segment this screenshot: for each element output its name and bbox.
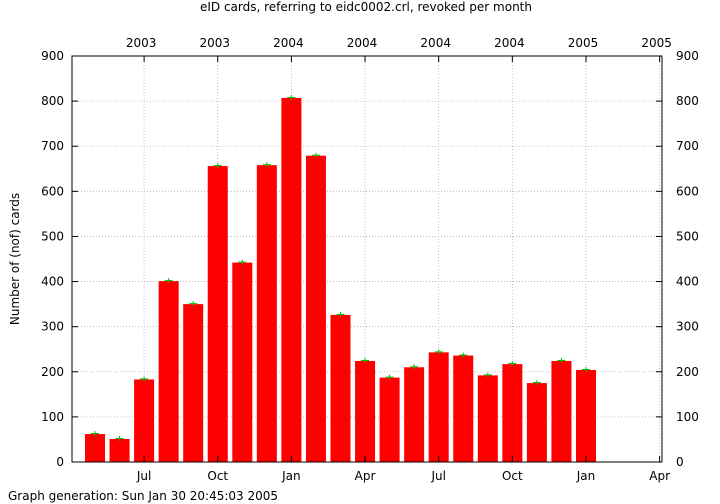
bar-2003-06	[109, 438, 130, 462]
y-tick-label-right: 200	[676, 365, 699, 379]
x-year-label: 2004	[494, 36, 525, 50]
bar-2003-08	[158, 281, 179, 462]
y-tick-label-right: 800	[676, 94, 699, 108]
y-tick-label-right: 500	[676, 229, 699, 243]
y-tick-label-left: 500	[41, 229, 64, 243]
y-tick-label-right: 0	[676, 455, 684, 469]
bar-2003-09	[183, 304, 204, 462]
bar-2004-07	[428, 352, 449, 462]
y-tick-label-right: 400	[676, 275, 699, 289]
y-tick-label-right: 100	[676, 410, 699, 424]
bar-2004-03	[330, 314, 351, 462]
y-tick-label-right: 900	[676, 49, 699, 63]
bar-2003-05	[85, 434, 105, 462]
bar-2004-02	[305, 155, 326, 462]
bar-2004-04	[355, 360, 376, 462]
x-month-label: Oct	[207, 469, 228, 483]
bars	[85, 97, 596, 462]
x-year-label: 2004	[347, 36, 378, 50]
y-tick-label-left: 400	[41, 275, 64, 289]
bar-2004-10	[502, 364, 523, 462]
x-year-label: 2005	[641, 36, 672, 50]
plot-frame	[71, 55, 663, 463]
y-tick-label-left: 200	[41, 365, 64, 379]
footer-timestamp: Graph generation: Sun Jan 30 20:45:03 20…	[8, 489, 278, 503]
y-axis-title: Number of (nof) cards	[8, 193, 22, 325]
y-tick-label-left: 300	[41, 320, 64, 334]
y-tick-label-left: 900	[41, 49, 64, 63]
x-month-label: Apr	[355, 469, 376, 483]
bar-2004-08	[453, 355, 474, 462]
x-month-label: Apr	[649, 469, 670, 483]
x-year-label: 2004	[273, 36, 304, 50]
bar-2003-10	[207, 166, 228, 462]
x-month-label: Jan	[576, 469, 596, 483]
x-month-label: Jul	[430, 469, 445, 483]
x-month-label: Jan	[281, 469, 301, 483]
tick-labels: 0 0 100 100 200 200 300 300 400 400 500 500 600 600 70…	[41, 36, 699, 483]
y-tick-label-right: 600	[676, 184, 699, 198]
x-year-label: 2003	[199, 36, 230, 50]
bar-2005-01	[576, 369, 596, 462]
y-tick-label-left: 100	[41, 410, 64, 424]
x-year-label: 2004	[420, 36, 451, 50]
bar-2003-11	[232, 262, 253, 462]
bar-2004-09	[477, 375, 498, 462]
bar-2003-12	[256, 165, 277, 462]
bar-2004-06	[404, 367, 425, 462]
bar-2004-12	[551, 360, 572, 462]
y-tick-label-right: 700	[676, 139, 699, 153]
x-month-label: Jul	[136, 469, 151, 483]
error-marks	[91, 94, 590, 441]
y-tick-label-left: 0	[56, 455, 64, 469]
x-month-label: Oct	[502, 469, 523, 483]
y-tick-label-right: 300	[676, 320, 699, 334]
y-tick-label-left: 700	[41, 139, 64, 153]
bar-2004-11	[526, 383, 547, 462]
axes	[71, 55, 663, 463]
x-year-label: 2005	[568, 36, 599, 50]
bar-2004-05	[379, 377, 400, 462]
y-tick-label-left: 600	[41, 184, 64, 198]
bar-2003-07	[134, 379, 155, 462]
y-tick-label-left: 800	[41, 94, 64, 108]
x-year-label: 2003	[126, 36, 157, 50]
chart-title: eID cards, referring to eidc0002.crl, re…	[200, 0, 532, 14]
bar-2004-01	[281, 97, 302, 462]
